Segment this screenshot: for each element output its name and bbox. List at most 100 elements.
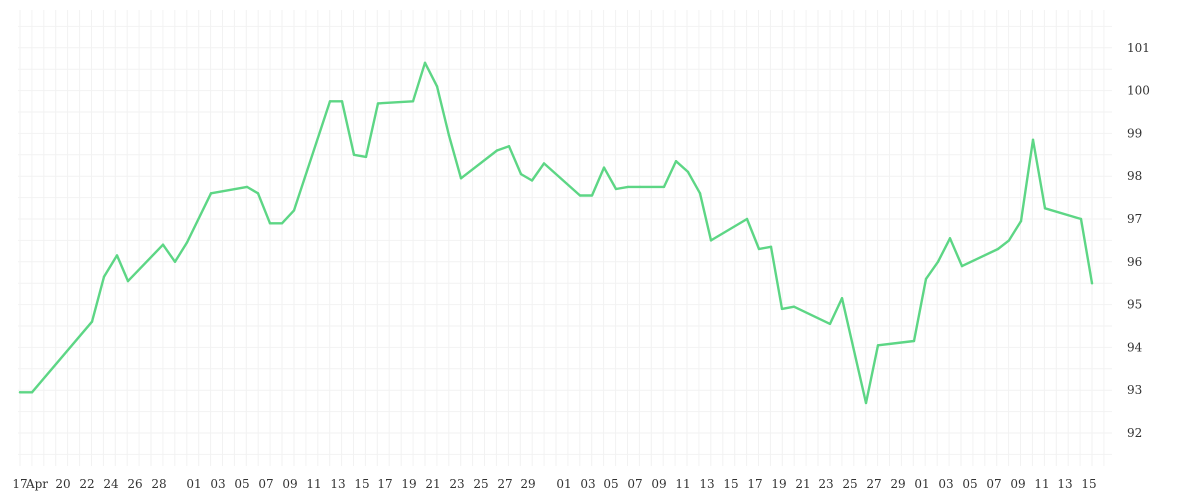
data-point [328, 100, 332, 103]
x-tick-label: 17 [747, 477, 762, 491]
x-tick-label: Apr [25, 477, 48, 491]
x-tick-label: 05 [962, 477, 977, 491]
x-tick-label: 22 [79, 477, 94, 491]
y-tick-label: 100 [1127, 84, 1150, 98]
data-point [411, 100, 415, 103]
data-point [924, 277, 928, 281]
data-point [662, 185, 666, 189]
x-tick-label: 15 [723, 477, 738, 491]
data-point [709, 239, 713, 242]
y-tick-label: 97 [1127, 212, 1142, 226]
data-point [30, 391, 34, 394]
x-tick-label: 09 [651, 477, 666, 491]
data-point [209, 192, 213, 195]
data-point [459, 177, 463, 180]
data-point [542, 162, 546, 165]
data-point [614, 187, 618, 191]
y-tick-label: 93 [1127, 383, 1142, 397]
data-point [626, 185, 630, 189]
data-point [115, 254, 119, 257]
series-layer [18, 61, 1094, 405]
data-point [423, 61, 427, 64]
data-point [792, 305, 796, 308]
x-tick-label: 09 [1010, 477, 1025, 491]
data-point [578, 194, 582, 197]
data-point [376, 102, 380, 105]
data-point [745, 217, 749, 221]
x-tick-label: 09 [282, 477, 297, 491]
x-tick-label: 27 [497, 477, 512, 491]
x-tick-label: 19 [401, 477, 416, 491]
data-point [780, 307, 784, 311]
x-tick-label: 01 [556, 477, 571, 491]
data-point [602, 166, 606, 169]
y-tick-label: 99 [1127, 126, 1142, 140]
x-tick-label: 29 [520, 477, 535, 491]
x-tick-label: 07 [258, 477, 273, 491]
data-point [1019, 219, 1023, 223]
y-tick-label: 101 [1127, 41, 1150, 55]
data-point [769, 245, 773, 248]
data-point [590, 194, 594, 197]
y-tick-label: 96 [1127, 255, 1142, 269]
data-point [1031, 138, 1035, 141]
x-tick-label: 17 [12, 477, 27, 491]
x-tick-label: 07 [986, 477, 1001, 491]
data-point [364, 155, 368, 159]
data-point [435, 85, 439, 88]
data-point [1079, 217, 1083, 221]
data-point [936, 260, 940, 263]
x-tick-label: 29 [890, 477, 905, 491]
data-point [161, 243, 165, 246]
x-tick-label: 13 [699, 477, 714, 491]
data-point [948, 237, 952, 240]
x-tick-label: 17 [377, 477, 392, 491]
x-tick-label: 13 [1057, 477, 1072, 491]
x-tick-label: 05 [603, 477, 618, 491]
data-point [1043, 207, 1047, 210]
data-point [447, 134, 451, 137]
data-point [292, 209, 296, 212]
data-point [102, 275, 106, 278]
data-point [245, 185, 249, 189]
x-tick-label: 27 [866, 477, 881, 491]
data-point [185, 241, 189, 244]
x-tick-label: 01 [186, 477, 201, 491]
data-point [256, 192, 260, 195]
data-point [519, 172, 523, 176]
y-tick-label: 92 [1127, 426, 1142, 440]
data-point [126, 279, 130, 283]
x-tick-label: 13 [330, 477, 345, 491]
data-point [840, 297, 844, 300]
x-tick-label: 24 [103, 477, 119, 491]
x-tick-label: 26 [127, 477, 142, 491]
data-point [530, 179, 534, 182]
data-point [876, 344, 880, 347]
x-tick-label: 15 [354, 477, 369, 491]
x-tick-label: 20 [55, 477, 70, 491]
data-point [268, 222, 272, 225]
data-point [960, 264, 964, 268]
x-tick-label: 01 [914, 477, 929, 491]
x-tick-label: 03 [938, 477, 953, 491]
x-tick-label: 11 [1034, 477, 1049, 491]
data-point [864, 401, 868, 405]
data-point [912, 339, 916, 343]
y-tick-label: 94 [1127, 340, 1143, 354]
data-point [698, 192, 702, 195]
x-tick-label: 21 [425, 477, 440, 491]
x-tick-label: 11 [675, 477, 690, 491]
series-line [18, 61, 1094, 405]
data-point [1090, 282, 1094, 285]
data-point [495, 149, 499, 152]
x-tick-label: 25 [842, 477, 857, 491]
x-tick-label: 25 [473, 477, 488, 491]
x-tick-label: 11 [306, 477, 321, 491]
x-tick-label: 03 [210, 477, 225, 491]
data-point [340, 100, 344, 103]
y-tick-label: 98 [1127, 169, 1142, 183]
data-point [173, 260, 177, 263]
x-tick-label: 05 [234, 477, 249, 491]
